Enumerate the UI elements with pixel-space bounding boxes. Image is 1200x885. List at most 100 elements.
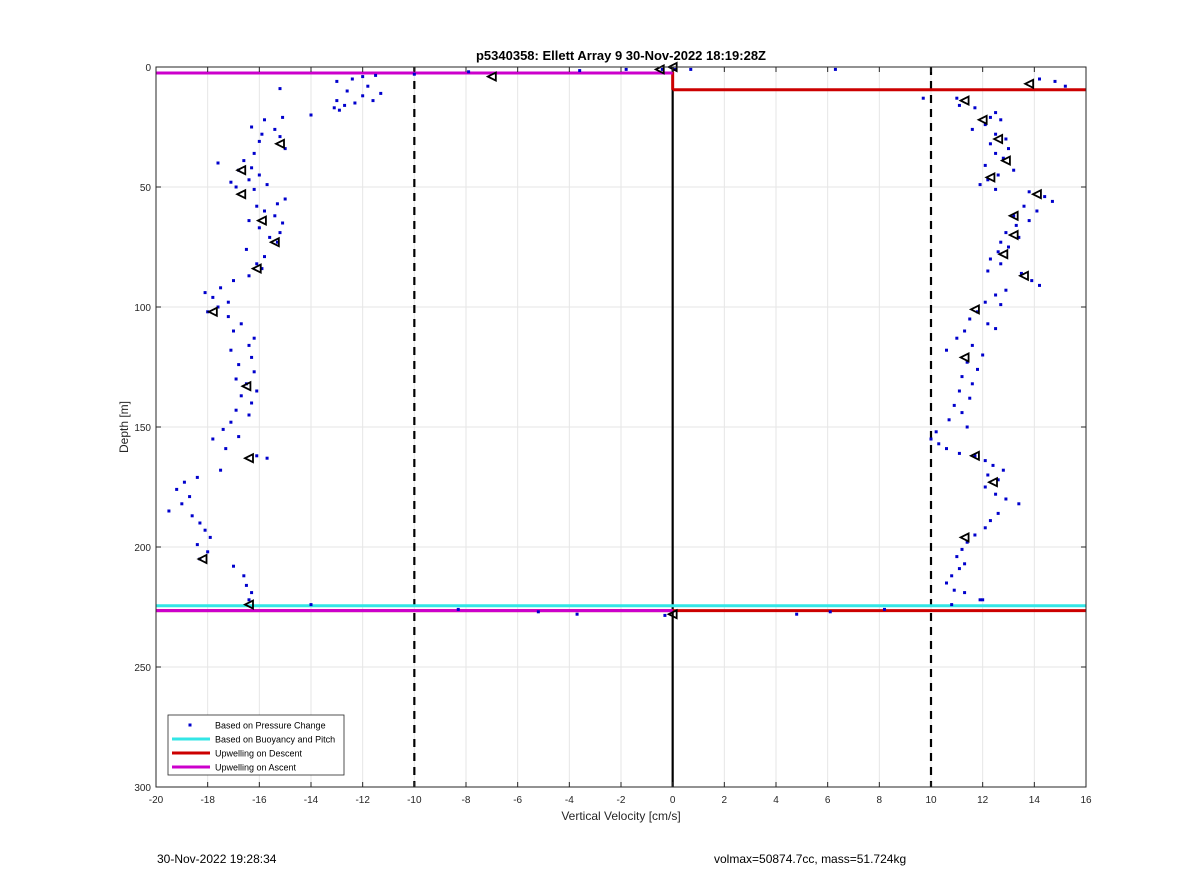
data-point — [242, 574, 246, 578]
triangle-marker — [1023, 78, 1035, 90]
data-point — [945, 581, 948, 585]
data-point — [970, 127, 974, 131]
data-point — [273, 214, 277, 218]
x-tick-label: -12 — [355, 795, 370, 806]
data-point — [335, 79, 339, 83]
data-point — [1027, 219, 1031, 223]
data-point — [257, 173, 261, 177]
data-point — [263, 118, 266, 122]
triangle-marker — [485, 71, 497, 83]
data-point — [983, 485, 987, 489]
data-point — [981, 598, 985, 602]
data-point — [412, 72, 416, 76]
data-points — [167, 67, 1067, 617]
data-point — [1050, 199, 1054, 203]
data-point — [265, 183, 269, 187]
data-point — [260, 267, 264, 271]
data-point — [994, 151, 998, 155]
data-point — [960, 375, 964, 379]
data-point — [976, 367, 979, 371]
data-point — [1027, 190, 1031, 194]
data-point — [828, 610, 832, 614]
data-point — [247, 413, 251, 417]
data-point — [167, 509, 171, 513]
data-point — [994, 327, 998, 331]
x-tick-label: -20 — [149, 795, 164, 806]
data-point — [371, 99, 375, 103]
data-point — [986, 322, 990, 326]
triangle-marker — [235, 164, 247, 176]
legend: Based on Pressure Change Based on Buoyanc… — [167, 714, 345, 776]
x-tick-label: 2 — [722, 795, 728, 806]
data-point — [206, 550, 210, 554]
data-point — [921, 96, 925, 100]
data-point — [1038, 77, 1041, 81]
data-point — [255, 204, 259, 208]
data-point — [1019, 271, 1023, 275]
data-point — [182, 480, 186, 484]
data-point — [999, 262, 1003, 266]
data-point — [237, 363, 241, 367]
data-point — [343, 103, 347, 107]
data-point — [275, 202, 279, 206]
data-point — [219, 468, 223, 472]
data-point — [374, 73, 378, 77]
data-point — [361, 94, 365, 98]
data-point — [250, 401, 254, 405]
data-point — [247, 178, 251, 182]
data-point — [1038, 283, 1041, 287]
triangle-marker — [268, 236, 280, 248]
data-point — [335, 99, 339, 103]
data-point — [216, 305, 220, 309]
data-point — [250, 125, 254, 129]
data-point — [257, 139, 261, 143]
x-tick-label: 8 — [877, 795, 883, 806]
data-point — [945, 348, 948, 352]
x-tick-label: 4 — [773, 795, 779, 806]
data-point — [970, 382, 974, 386]
data-point — [937, 442, 941, 446]
triangle-marker — [958, 531, 970, 543]
triangle-marker — [958, 95, 970, 107]
data-point — [1035, 209, 1039, 213]
data-point — [536, 610, 540, 614]
data-point — [281, 115, 285, 119]
data-point — [180, 502, 184, 506]
data-point — [219, 286, 223, 290]
footer-timestamp: 30-Nov-2022 19:28:34 — [157, 852, 277, 866]
triangle-marker — [273, 138, 285, 150]
data-point — [957, 103, 961, 107]
data-point — [988, 519, 992, 523]
data-point — [1001, 468, 1005, 472]
x-tick-label: -10 — [407, 795, 422, 806]
data-point — [929, 437, 933, 441]
data-point — [278, 135, 282, 139]
triangle-marker — [242, 452, 254, 464]
data-point — [345, 89, 349, 93]
y-tick-label: 150 — [134, 423, 151, 434]
data-point — [968, 396, 972, 400]
triangle-marker — [1007, 210, 1019, 222]
data-point — [1001, 156, 1005, 160]
y-tick-label: 250 — [134, 663, 151, 674]
data-point — [195, 475, 199, 479]
triangle-marker — [196, 553, 208, 565]
data-point — [255, 389, 259, 393]
data-point — [247, 219, 251, 223]
legend-label: Upwelling on Ascent — [215, 763, 297, 773]
data-point — [994, 293, 998, 297]
data-point — [361, 75, 365, 79]
data-point — [999, 118, 1003, 122]
data-point — [994, 492, 998, 496]
x-tick-label: 14 — [1029, 795, 1041, 806]
data-point — [226, 315, 230, 319]
data-point — [978, 598, 982, 602]
data-point — [960, 411, 964, 415]
data-point — [963, 329, 967, 333]
data-point — [991, 463, 995, 467]
data-point — [232, 279, 235, 283]
data-point — [366, 84, 370, 88]
data-point — [353, 101, 357, 105]
data-point — [211, 295, 215, 299]
